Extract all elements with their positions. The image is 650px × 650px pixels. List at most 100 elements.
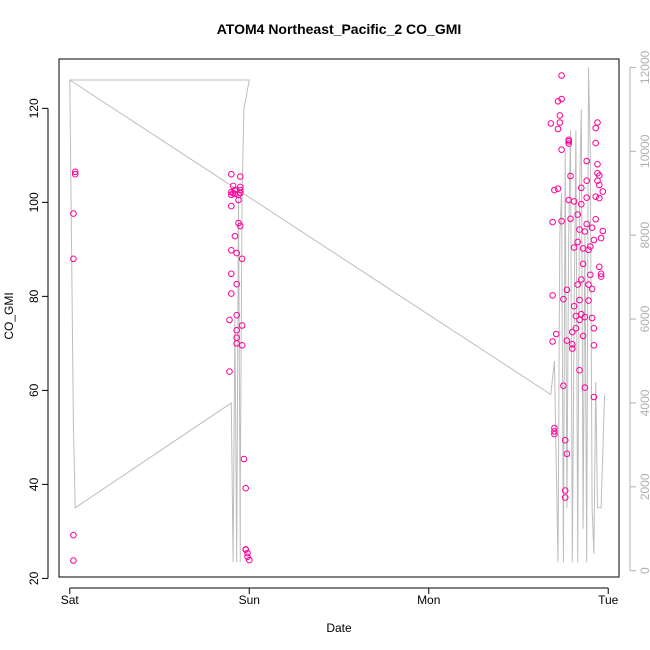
- data-point: [233, 326, 240, 334]
- data-point: [588, 224, 596, 231]
- data-point: [576, 296, 583, 304]
- data-point: [587, 243, 594, 250]
- data-point: [565, 138, 573, 145]
- y2-tick-label: 2000: [638, 473, 650, 500]
- data-point: [574, 238, 582, 246]
- data-point: [567, 215, 574, 223]
- data-point: [233, 249, 240, 257]
- data-point: [228, 270, 235, 278]
- data-point: [233, 280, 240, 288]
- data-point: [563, 337, 571, 344]
- y2-tick-label: 6000: [638, 305, 650, 332]
- x-tick-label-sun: Sun: [239, 593, 260, 607]
- data-point: [70, 210, 77, 217]
- data-point: [226, 368, 233, 375]
- data-point: [599, 188, 607, 195]
- y-axis-label: CO_GMI: [2, 292, 16, 339]
- data-point: [560, 382, 567, 390]
- data-point: [592, 193, 600, 200]
- data-point: [576, 366, 583, 374]
- data-point: [570, 244, 578, 251]
- axes-layer: 20 40 60 80 100 120 0 2000 4000 6000 8000 10000 1200…: [27, 50, 650, 607]
- y-tick-label: 80: [27, 289, 41, 303]
- data-point: [597, 234, 605, 242]
- data-point: [588, 314, 596, 322]
- data-point: [238, 255, 246, 263]
- data-point: [554, 125, 562, 133]
- data-point: [226, 316, 233, 324]
- data-point: [237, 183, 244, 191]
- data-point: [585, 281, 592, 288]
- data-point: [70, 557, 77, 564]
- data-point: [554, 185, 562, 192]
- data-point: [594, 161, 601, 168]
- data-point: [592, 216, 600, 223]
- x-tick-label-tue: Tue: [598, 593, 619, 607]
- data-point: [574, 281, 582, 288]
- data-point: [233, 334, 240, 342]
- y-tick-label: 120: [27, 98, 41, 118]
- data-point: [570, 198, 578, 205]
- data-point: [583, 157, 591, 165]
- data-point-layer: [70, 72, 607, 564]
- data-point: [588, 285, 596, 293]
- data-point: [242, 546, 249, 554]
- data-point: [597, 273, 605, 280]
- data-point: [569, 328, 576, 336]
- data-point: [597, 270, 605, 278]
- data-point: [567, 172, 574, 180]
- data-point: [556, 119, 564, 126]
- data-line-layer: [69, 67, 606, 563]
- data-point: [558, 72, 565, 79]
- x-tick-label-sat: Sat: [61, 593, 80, 607]
- data-point: [558, 95, 565, 103]
- data-point: [574, 211, 582, 218]
- data-point: [565, 140, 573, 147]
- data-point: [551, 186, 558, 194]
- data-point: [70, 255, 77, 263]
- data-point: [552, 330, 560, 338]
- data-point: [579, 332, 587, 340]
- y-tick-label: 20: [27, 571, 41, 585]
- data-point: [228, 247, 235, 254]
- data-point: [229, 182, 237, 190]
- data-point: [578, 184, 585, 192]
- data-point: [592, 139, 600, 147]
- y-tick-label: 40: [27, 477, 41, 491]
- data-point: [563, 286, 571, 294]
- data-point: [71, 170, 79, 178]
- data-point: [583, 220, 591, 228]
- plot-frame: [58, 58, 620, 578]
- data-point: [599, 227, 607, 235]
- data-point: [549, 218, 556, 226]
- data-point: [587, 271, 594, 279]
- data-point: [576, 316, 583, 324]
- data-point: [585, 297, 592, 304]
- data-point: [558, 146, 565, 153]
- data-point: [596, 263, 603, 271]
- y-tick-label: 60: [27, 383, 41, 397]
- data-point: [228, 290, 235, 297]
- data-point: [590, 342, 598, 349]
- data-point: [596, 172, 603, 179]
- data-point: [561, 487, 569, 494]
- y2-tick-label: 10000: [638, 134, 650, 168]
- data-point: [590, 325, 598, 332]
- data-point: [583, 194, 591, 201]
- data-point: [590, 236, 598, 244]
- data-point: [569, 345, 576, 352]
- x-tick-label-mon: Mon: [417, 593, 440, 607]
- data-point: [246, 556, 253, 564]
- data-point: [570, 302, 578, 310]
- data-point: [581, 228, 589, 235]
- data-point: [561, 494, 569, 501]
- data-point: [238, 322, 246, 329]
- data-point: [228, 191, 235, 199]
- data-point: [578, 276, 585, 283]
- data-point: [551, 428, 558, 435]
- data-point: [572, 325, 580, 332]
- data-point: [596, 181, 603, 189]
- data-point: [590, 393, 598, 401]
- data-point: [585, 246, 592, 254]
